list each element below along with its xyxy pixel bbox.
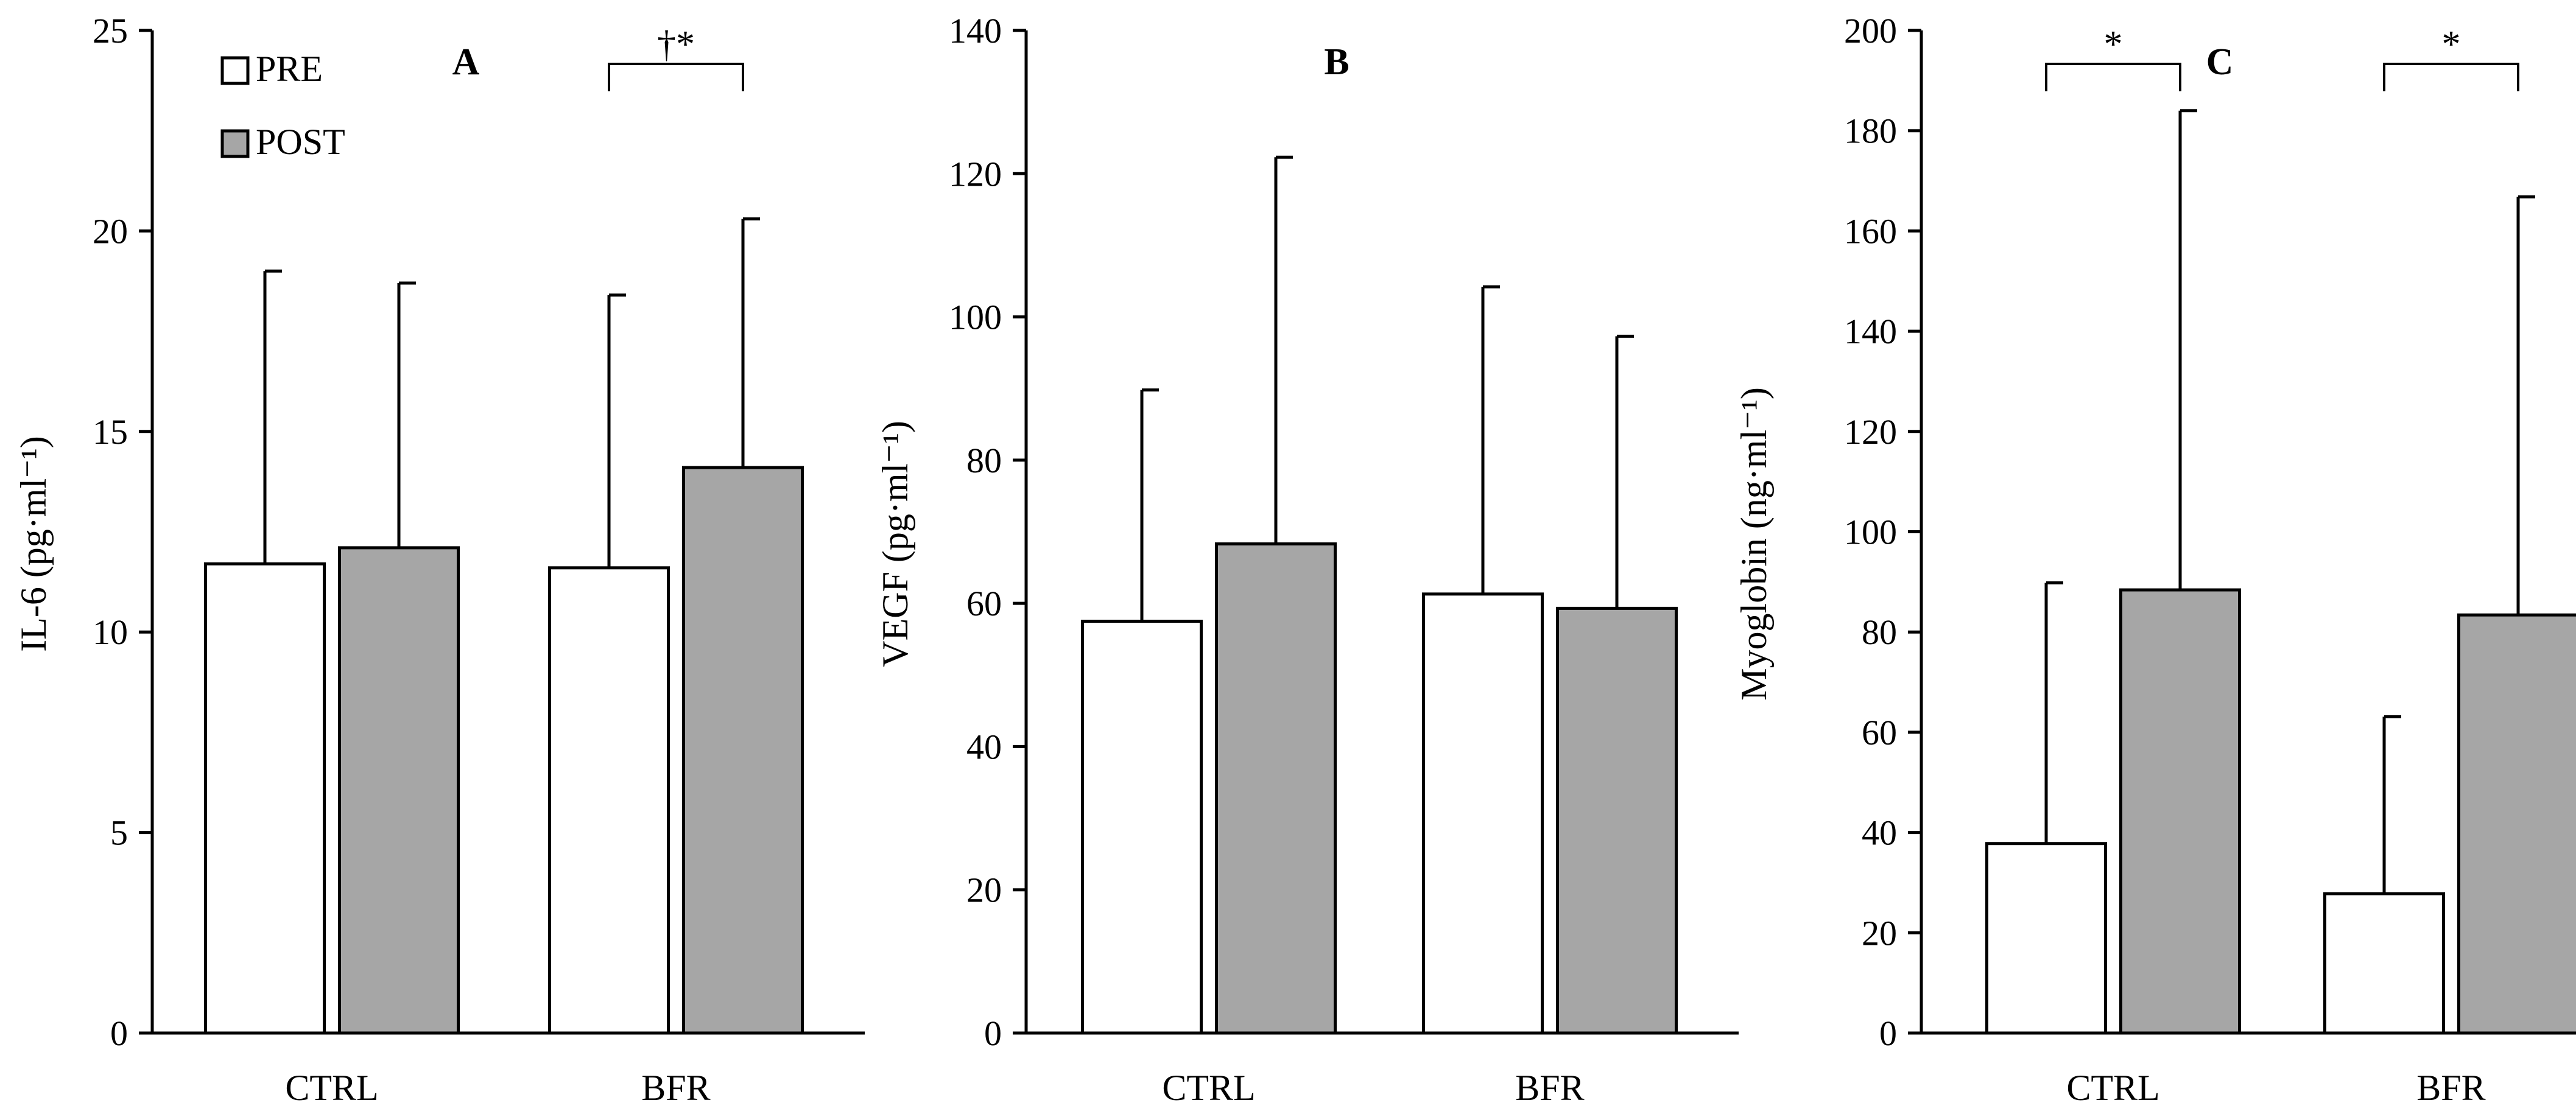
bar-pre-bfr [2323,892,2445,1035]
legend-label-post: POST [256,122,345,162]
y-axis-title: VEGF (pg·ml⁻¹) [875,421,915,667]
significance-bracket [2383,63,2519,91]
y-tick-label: 160 [1844,211,1897,251]
category-label: CTRL [285,1068,378,1108]
bar-pre-ctrl [204,562,326,1035]
category-label: BFR [641,1068,710,1108]
legend-swatch-post [220,129,250,158]
bar-post-bfr [682,466,804,1035]
category-label: CTRL [2066,1068,2159,1108]
y-tick-label: 120 [949,154,1002,194]
y-tick-label: 100 [1844,513,1897,552]
y-tick-label: 140 [949,11,1002,51]
legend-swatch-pre [220,56,250,85]
y-tick-label: 40 [966,727,1002,766]
y-tick-label: 120 [1844,412,1897,452]
bar-post-ctrl [338,546,460,1035]
bar-post-ctrl [1215,542,1337,1035]
y-tick-label: 100 [949,298,1002,337]
legend-label-pre: PRE [256,49,323,89]
bar-post-bfr [1556,606,1678,1035]
y-tick-label: 15 [93,412,128,452]
y-tick-label: 140 [1844,312,1897,351]
y-tick-label: 80 [1862,612,1897,652]
category-label: BFR [2416,1068,2485,1108]
y-tick-label: 20 [1862,913,1897,953]
y-tick-label: 80 [966,441,1002,480]
panel-letter: C [2206,41,2234,83]
y-tick-label: 20 [966,871,1002,910]
y-tick-label: 60 [1862,713,1897,752]
category-label: BFR [1515,1068,1584,1108]
bar-pre-ctrl [1985,842,2107,1035]
panel-letter: A [452,41,480,83]
significance-marker: †* [657,24,695,65]
y-tick-label: 5 [110,813,128,853]
significance-marker: * [2442,24,2461,65]
significance-marker: * [2104,24,2123,65]
y-tick-label: 0 [1879,1014,1897,1053]
y-tick-label: 200 [1844,11,1897,51]
y-tick-label: 25 [93,11,128,51]
bar-pre-bfr [548,566,670,1035]
y-tick-label: 180 [1844,111,1897,151]
significance-bracket [2045,63,2181,91]
category-label: CTRL [1162,1068,1255,1108]
significance-bracket [608,63,744,91]
y-tick-label: 40 [1862,813,1897,853]
panel-letter: B [1324,41,1349,83]
bar-pre-ctrl [1081,620,1203,1035]
y-tick-label: 10 [93,612,128,652]
y-tick-label: 20 [93,211,128,251]
y-axis-title: IL-6 (pg·ml⁻¹) [13,436,54,652]
bar-post-bfr [2457,613,2576,1035]
y-axis-title: Myoglobin (ng·ml⁻¹) [1734,387,1774,701]
bar-pre-bfr [1422,592,1544,1035]
y-tick-label: 0 [984,1014,1002,1053]
y-tick-label: 0 [110,1014,128,1053]
bar-post-ctrl [2119,588,2241,1035]
y-tick-label: 60 [966,584,1002,623]
